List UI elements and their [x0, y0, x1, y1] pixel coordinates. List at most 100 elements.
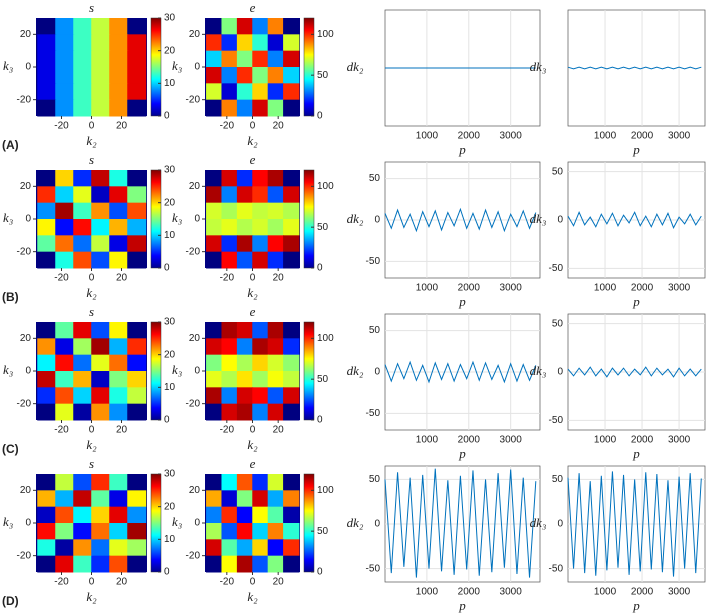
- heatmap-cell: [37, 539, 57, 557]
- heatmap-cell: [267, 322, 285, 339]
- y-tick-label: -20: [17, 398, 32, 409]
- heatmap-cell: [73, 354, 93, 372]
- heatmap-cell: [267, 338, 285, 356]
- heatmap-cell: [283, 186, 300, 204]
- heatmap-cell: [221, 99, 238, 117]
- x-tick-label: 0: [250, 577, 256, 588]
- panel-title: e: [250, 0, 256, 15]
- heatmap-cell: [267, 387, 285, 405]
- y-axis-label: k₃: [3, 210, 13, 225]
- heatmap-cell: [127, 235, 147, 253]
- colorbar: [150, 321, 162, 421]
- heatmap-cell: [91, 186, 111, 204]
- heatmap-cell: [236, 50, 254, 68]
- heatmap-cell: [37, 523, 57, 540]
- heatmap-cell: [206, 523, 223, 540]
- colorbar-tick-label: 20: [164, 45, 176, 56]
- heatmap-cell: [221, 539, 238, 557]
- heatmap-cell: [283, 474, 300, 491]
- x-tick-label: 2000: [631, 587, 654, 598]
- heatmap-cell: [252, 251, 269, 269]
- heatmap-cell: [252, 235, 269, 253]
- heatmap-cell: [221, 371, 238, 388]
- heatmap-cell: [206, 251, 223, 269]
- x-axis-label: p: [632, 446, 640, 461]
- row-label: (C): [2, 442, 19, 456]
- x-axis-label: k₂: [247, 589, 258, 604]
- heatmap-cell: [127, 506, 147, 524]
- heatmap-cell: [267, 34, 285, 52]
- heatmap-cell: [37, 186, 57, 204]
- heatmap-cell: [267, 219, 285, 236]
- heatmap-cell: [109, 371, 129, 388]
- heatmap-cell: [267, 202, 285, 220]
- heatmap-cell: [283, 67, 300, 84]
- heatmap-cell: [109, 490, 129, 508]
- x-tick-label: 2000: [458, 435, 481, 446]
- y-tick-label: 0: [374, 367, 380, 378]
- heatmap-cell: [206, 34, 223, 52]
- heatmap-cell: [206, 387, 223, 405]
- y-axis-label: k₃: [172, 362, 182, 377]
- heatmap-cell: [252, 34, 269, 52]
- x-tick-label: 3000: [500, 587, 523, 598]
- heatmap-cell: [267, 235, 285, 253]
- colorbar-tick-label: 10: [164, 78, 176, 89]
- heatmap-cell: [206, 50, 223, 68]
- x-axis-label: p: [458, 598, 466, 613]
- colorbar-tick-label: 50: [317, 70, 329, 81]
- heatmap-cell: [252, 555, 269, 573]
- y-tick-label: -20: [186, 94, 201, 105]
- y-tick-label: -50: [549, 415, 564, 426]
- heatmap-cell: [127, 354, 147, 372]
- x-axis-label: k₂: [247, 437, 258, 452]
- y-tick-label: 0: [194, 518, 200, 529]
- heatmap-cell: [91, 490, 111, 508]
- heatmap-cell: [109, 403, 129, 421]
- heatmap-cell: [73, 202, 93, 220]
- heatmap-cell: [221, 322, 238, 339]
- heatmap-cell: [236, 219, 254, 236]
- heatmap-cell: [221, 186, 238, 204]
- x-tick-label: 20: [116, 121, 128, 132]
- heatmap-cell: [206, 99, 223, 117]
- x-tick-label: 1000: [416, 435, 439, 446]
- colorbar-tick-label: 30: [164, 469, 176, 480]
- heatmap-cell: [109, 338, 129, 356]
- x-tick-label: 2000: [631, 435, 654, 446]
- x-tick-label: -20: [220, 273, 235, 284]
- heatmap-cell: [221, 34, 238, 52]
- heatmap-cell: [73, 474, 93, 491]
- heatmap-cell: [91, 322, 111, 339]
- colorbar-tick-label: 100: [317, 333, 334, 344]
- heatmap-cell: [37, 219, 57, 236]
- heatmap-cell: [55, 506, 75, 524]
- heatmap-cell: [127, 555, 147, 573]
- heatmap-cell: [252, 490, 269, 508]
- x-tick-label: -20: [220, 577, 235, 588]
- heatmap-cell: [267, 50, 285, 68]
- heatmap-cell: [109, 67, 129, 84]
- heatmap-cell: [221, 555, 238, 573]
- heatmap-cell: [283, 539, 300, 557]
- heatmap-cell: [91, 67, 111, 84]
- heatmap-cell: [127, 490, 147, 508]
- heatmap-cell: [221, 170, 238, 187]
- y-tick-label: 20: [189, 485, 201, 496]
- heatmap-cell: [283, 371, 300, 388]
- heatmap-cell: [73, 67, 93, 84]
- heatmap-cell: [236, 34, 254, 52]
- heatmap-cell: [73, 387, 93, 405]
- signal-line: [567, 210, 702, 229]
- signal-line: [384, 468, 537, 578]
- y-tick-label: -50: [366, 563, 381, 574]
- heatmap-cell: [37, 67, 57, 84]
- y-axis-label: dk₂: [347, 59, 364, 74]
- heatmap-cell: [109, 506, 129, 524]
- heatmap-cell: [37, 474, 57, 491]
- heatmap-cell: [37, 403, 57, 421]
- y-axis-label: k₃: [3, 58, 13, 73]
- heatmap-cell: [252, 354, 269, 372]
- heatmap-cell: [283, 338, 300, 356]
